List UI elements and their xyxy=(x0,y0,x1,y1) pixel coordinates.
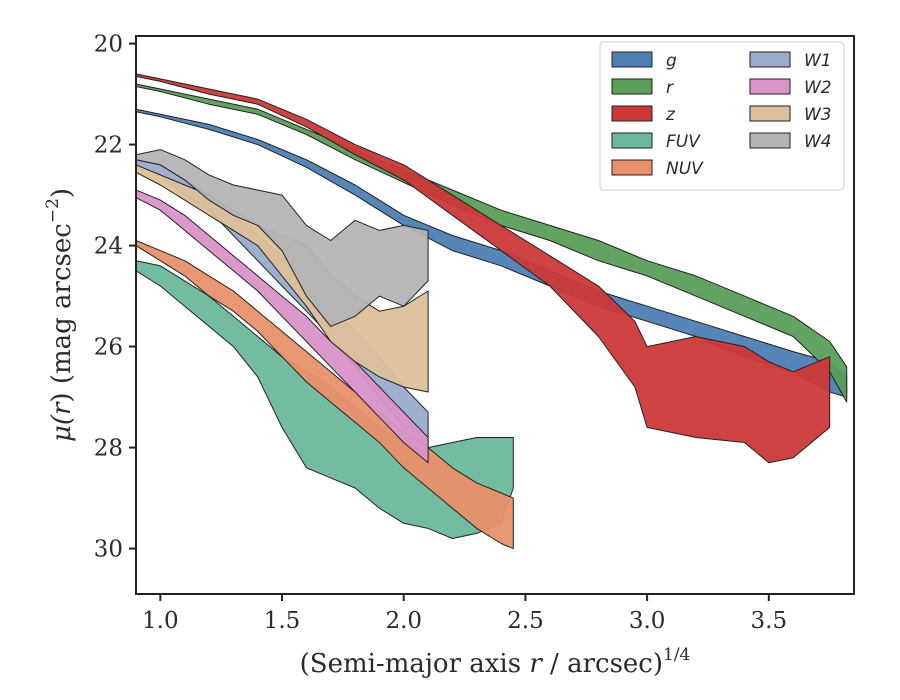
legend-swatch-r xyxy=(611,78,653,95)
legend-label-w3: W3 xyxy=(804,105,832,125)
x-tick-label: 2.5 xyxy=(507,608,544,634)
y-tick-label: 22 xyxy=(94,133,123,159)
legend-swatch-w3 xyxy=(749,105,791,122)
legend-label-w4: W4 xyxy=(804,132,832,152)
y-tick-label: 30 xyxy=(94,537,123,563)
legend-label-g: g xyxy=(666,51,677,71)
legend-swatch-z xyxy=(611,105,653,122)
band-w4 xyxy=(136,149,429,327)
x-tick-label: 3.0 xyxy=(629,608,666,634)
legend-label-fuv: FUV xyxy=(666,132,701,152)
y-axis-ticks: 20 22 24 26 28 30 xyxy=(94,32,136,563)
y-tick-label: 26 xyxy=(94,335,123,361)
legend-swatch-fuv xyxy=(611,132,653,149)
x-tick-label: 1.0 xyxy=(142,608,179,634)
legend-swatch-w1 xyxy=(749,51,791,68)
x-axis-ticks: 1.0 1.5 2.0 2.5 3.0 3.5 xyxy=(142,594,787,634)
legend: grz FUV NUV W1 W2 W3 W4 xyxy=(599,41,845,191)
y-tick-label: 24 xyxy=(94,234,123,260)
legend-label-r: r xyxy=(666,78,674,98)
legend-label-z: z xyxy=(665,105,676,125)
x-tick-label: 2.0 xyxy=(385,608,422,634)
band-z xyxy=(136,73,831,464)
plot-frame xyxy=(135,35,855,595)
legend-swatch-w4 xyxy=(749,132,791,149)
band-w2 xyxy=(136,189,429,464)
band-nuv xyxy=(136,240,514,550)
series-bands xyxy=(136,73,848,550)
y-tick-label: 20 xyxy=(94,32,123,58)
legend-swatch-g xyxy=(611,51,653,68)
y-axis-label: μ(r) (mag arcsec−2) xyxy=(43,188,77,442)
legend-swatch-nuv xyxy=(611,159,653,176)
y-tick-label: 28 xyxy=(94,436,123,462)
x-tick-label: 3.5 xyxy=(751,608,788,634)
x-tick-label: 1.5 xyxy=(264,608,301,634)
legend-swatch-w2 xyxy=(749,78,791,95)
legend-label-w1: W1 xyxy=(804,51,832,71)
x-axis-label: (Semi-major axis r / arcsec)1/4 xyxy=(300,645,691,679)
legend-label-w2: W2 xyxy=(804,78,832,98)
legend-label-nuv: NUV xyxy=(666,159,704,179)
